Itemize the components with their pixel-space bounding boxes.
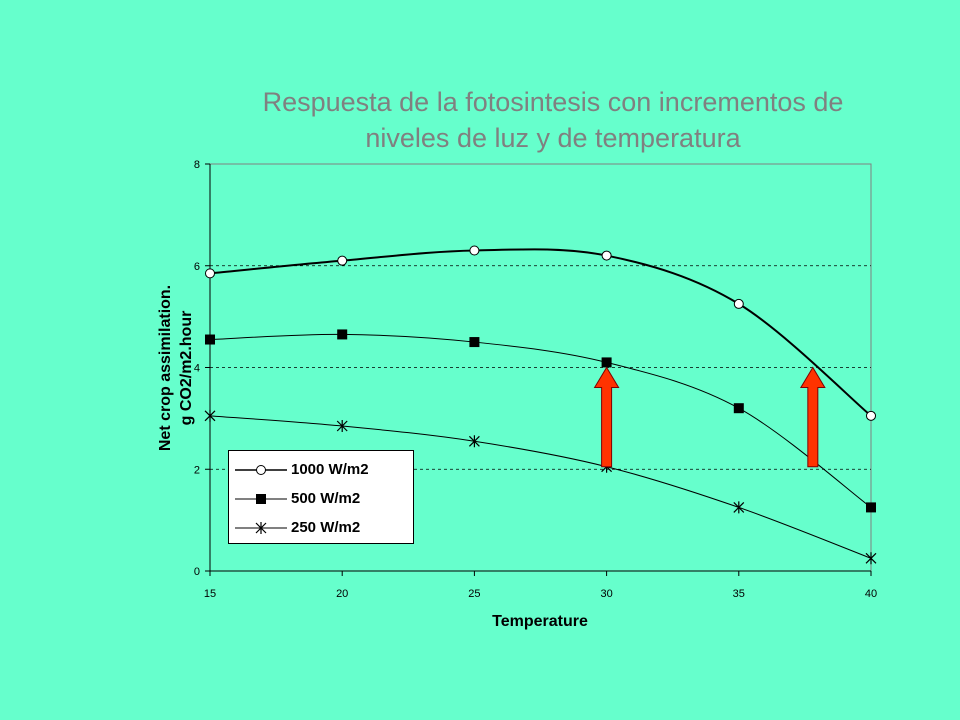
series-line-3 [209, 415, 872, 559]
point-s3-x15 [204, 409, 216, 422]
x-tick-label-40: 40 [865, 588, 877, 600]
point-s2-x20 [337, 329, 348, 340]
series-line-1 [209, 248, 872, 417]
x-tick-label-30: 30 [600, 588, 612, 600]
point-s2-x35 [733, 403, 744, 414]
legend-label-250: 250 W/m2 [291, 519, 361, 536]
annotation-arrows [593, 366, 826, 468]
point-s2-x25 [469, 337, 480, 348]
legend-marker-filled-square [235, 493, 287, 504]
y-tick-label-8: 8 [194, 159, 200, 171]
chart-title: Respuesta de la fotosintesis con increme… [150, 84, 956, 156]
x-tick-label-20: 20 [336, 588, 348, 600]
series-line-2 [209, 333, 872, 508]
y-tick-label-0: 0 [194, 566, 200, 578]
legend-label-500: 500 W/m2 [291, 490, 361, 507]
point-s1-x20 [337, 255, 348, 266]
point-s3-x35 [733, 501, 745, 514]
legend-item-1000: 1000 W/m2 [229, 455, 413, 484]
point-s2-x30 [601, 357, 612, 368]
point-s1-x30 [601, 250, 612, 261]
x-tick-label-25: 25 [468, 588, 480, 600]
legend: 1000 W/m2 500 W/m2 250 W/m2 [228, 450, 414, 544]
x-tick-label-35: 35 [733, 588, 745, 600]
legend-item-250: 250 W/m2 [229, 513, 413, 542]
point-s3-x20 [336, 420, 348, 433]
point-s1-x40 [866, 410, 876, 421]
x-tick-label-15: 15 [204, 588, 216, 600]
legend-marker-open-circle [235, 464, 287, 475]
legend-label-1000: 1000 W/m2 [291, 461, 369, 478]
arrow-annotation-2 [799, 366, 826, 468]
y-axis-label: Net crop assimilation. g CO2/m2.hour [155, 285, 197, 451]
y-axis-label-line-1: Net crop assimilation. [157, 284, 174, 452]
axes: 0 2 4 6 8 15 20 25 30 35 40 [194, 159, 877, 600]
series-group [204, 245, 877, 565]
chart-title-line-1: Respuesta de la fotosintesis con increme… [262, 87, 844, 117]
y-tick-label-4: 4 [194, 363, 200, 375]
y-tick-label-2: 2 [194, 464, 200, 476]
point-s1-x25 [469, 245, 480, 256]
y-axis-label-line-2: g CO2/m2.hour [178, 310, 195, 426]
chart-title-line-2: niveles de luz y de temperatura [365, 123, 741, 153]
point-s2-x15 [205, 334, 215, 345]
point-s1-x15 [205, 268, 215, 279]
x-axis-label: Temperature [492, 613, 588, 630]
arrow-annotation-1 [593, 366, 620, 468]
legend-marker-star [235, 521, 287, 534]
legend-item-500: 500 W/m2 [229, 484, 413, 513]
point-s3-x25 [468, 435, 480, 448]
y-tick-label-6: 6 [194, 261, 200, 273]
point-s3-x40 [865, 552, 877, 565]
point-s1-x35 [733, 298, 744, 309]
point-s2-x40 [866, 502, 876, 513]
